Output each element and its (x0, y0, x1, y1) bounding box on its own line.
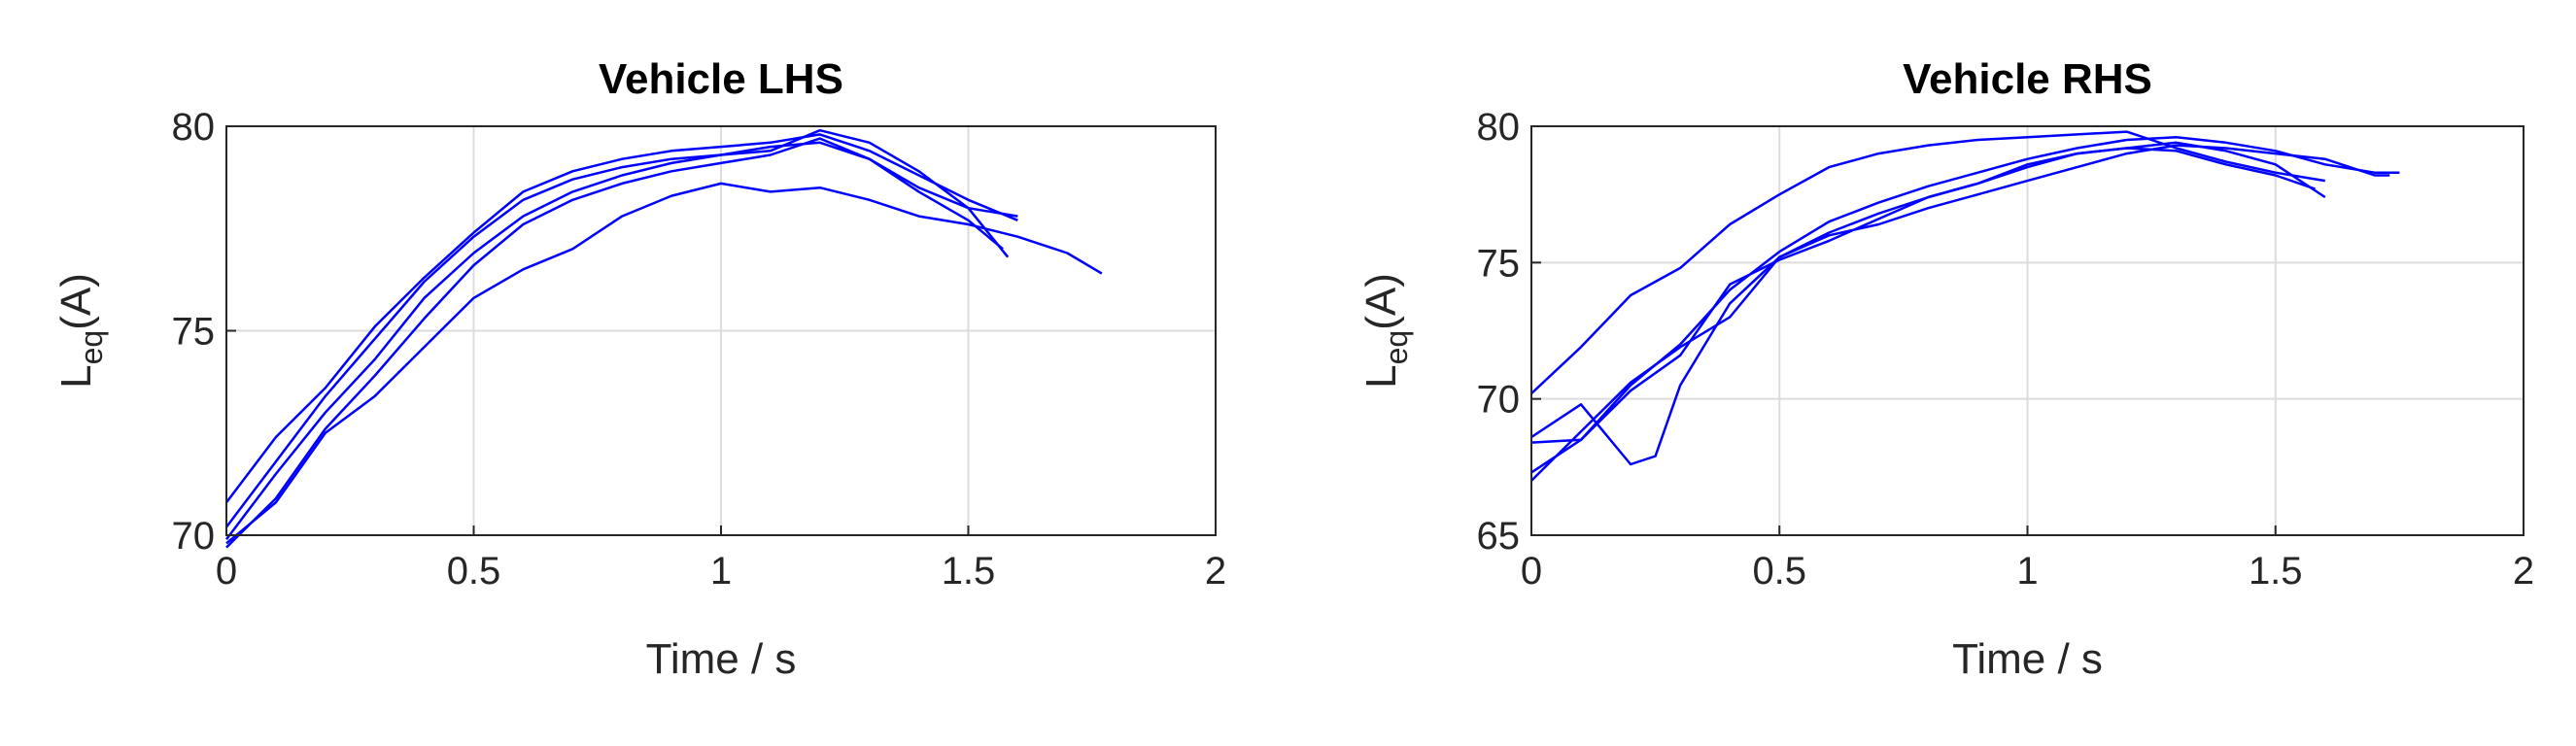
data-line (1530, 141, 2326, 466)
y-axis-label: Leq(A) (1357, 273, 1414, 389)
y-tick-label: 70 (172, 515, 216, 558)
chart-title: Vehicle LHS (599, 55, 843, 103)
x-tick-label: 0 (216, 550, 237, 593)
data-line (1530, 130, 2326, 395)
y-label-rest: (A) (1357, 273, 1405, 330)
axes-box (225, 125, 1217, 536)
data-line (225, 133, 1018, 504)
axes-box (1530, 125, 2524, 536)
x-tick-label: 0.5 (1752, 550, 1806, 593)
subplot: 0 0.5 1 1.5 2 70 75 80 Vehicle LHS Time / s Leq(A) (52, 55, 1226, 683)
x-axis-label: Time / s (646, 635, 797, 683)
x-tick-label: 1 (710, 550, 732, 593)
x-tick-label: 0 (1521, 550, 1542, 593)
x-axis-label: Time / s (1952, 635, 2103, 683)
y-tick-label: 80 (1477, 106, 1521, 149)
y-label-sub: eq (1379, 330, 1414, 365)
y-tick-label: 65 (1477, 515, 1521, 558)
data-line (1530, 144, 2390, 482)
x-tick-label: 1 (2016, 550, 2038, 593)
subplot: 0 0.5 1 1.5 2 65 70 75 80 Vehicle RHS Time / s Leq(… (1357, 55, 2534, 683)
x-tick-label: 2 (2513, 550, 2534, 593)
y-label-rest: (A) (52, 273, 100, 330)
y-tick-label: 75 (1477, 242, 1521, 285)
y-label-sub: eq (74, 330, 109, 365)
data-line (1530, 147, 2317, 444)
data-line (225, 182, 1103, 545)
y-tick-label: 75 (172, 311, 216, 354)
y-label-main: L (52, 364, 100, 388)
x-tick-label: 1.5 (942, 550, 996, 593)
data-line (225, 128, 1010, 528)
y-tick-label: 70 (1477, 379, 1521, 422)
y-axis-label: Leq(A) (52, 273, 109, 389)
data-line (225, 137, 1004, 549)
x-tick-label: 0.5 (447, 550, 501, 593)
chart-title: Vehicle RHS (1903, 55, 2152, 103)
x-tick-label: 1.5 (2249, 550, 2303, 593)
y-tick-label: 80 (172, 106, 216, 149)
y-label-main: L (1357, 364, 1405, 388)
data-line (1530, 135, 2400, 474)
x-tick-label: 2 (1205, 550, 1226, 593)
